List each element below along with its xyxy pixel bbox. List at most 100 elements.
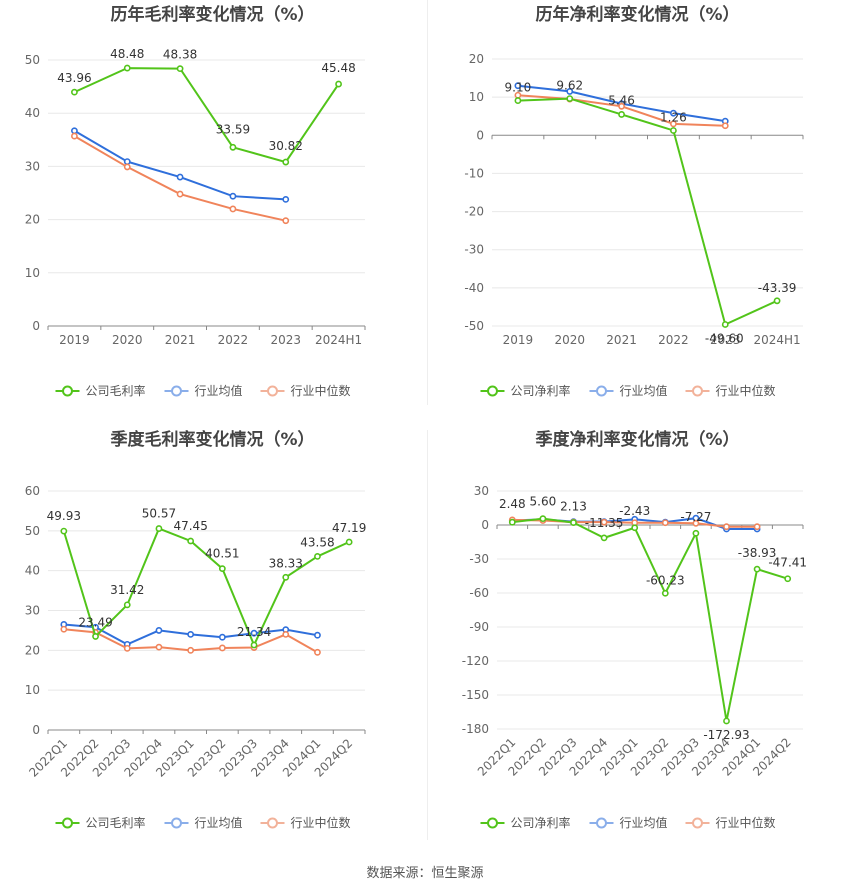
- y-tick-label: 20: [25, 213, 40, 227]
- legend-item-median: 行业中位数: [260, 383, 351, 398]
- data-point-company: [600, 534, 608, 542]
- data-label: 47.19: [332, 521, 366, 535]
- data-label: 2.13: [560, 500, 587, 514]
- data-label: 47.45: [173, 519, 207, 533]
- data-point-median: [123, 644, 131, 652]
- x-tick-label: 2023: [710, 333, 741, 347]
- y-tick-label: 40: [25, 106, 40, 120]
- data-label: -2.43: [619, 504, 650, 518]
- x-tick-label: 2020: [112, 333, 143, 347]
- x-tick-label: 2023: [270, 333, 301, 347]
- y-tick-label: -180: [462, 722, 489, 736]
- y-tick-label: 0: [481, 518, 489, 532]
- data-point-median: [71, 132, 78, 140]
- legend-item-avg: 行业均值: [589, 815, 668, 830]
- data-point-company: [155, 525, 163, 532]
- legend-marker-icon: [487, 817, 498, 829]
- legend-label: 行业中位数: [291, 815, 351, 830]
- data-point-company: [345, 538, 353, 546]
- legend-item-company: 公司毛利率: [55, 815, 146, 830]
- data-label: 43.58: [300, 535, 334, 549]
- x-tick-label: 2024H1: [753, 333, 800, 347]
- data-label: 48.48: [110, 47, 144, 61]
- y-tick-label: -30: [469, 552, 489, 566]
- data-label: -43.39: [758, 281, 797, 295]
- legend-marker-icon: [487, 385, 498, 397]
- data-point-company: [773, 297, 781, 305]
- series-line-company: [517, 97, 778, 326]
- data-label: 9.10: [505, 81, 532, 95]
- y-tick-label: 50: [25, 524, 40, 538]
- y-tick-label: -120: [462, 654, 489, 668]
- y-tick-label: -40: [464, 281, 484, 295]
- legend-label: 公司净利率: [511, 383, 571, 398]
- data-label: 5.46: [608, 93, 635, 107]
- x-tick-label: 2024H1: [315, 333, 362, 347]
- data-label: -7.27: [680, 510, 711, 524]
- y-tick-label: 10: [25, 266, 40, 280]
- data-label: -47.41: [768, 556, 807, 570]
- data-label: -172.93: [703, 728, 749, 742]
- data-label: 49.93: [47, 509, 81, 523]
- annual-gross-margin-chart: 历年毛利率变化情况（%） 0 10 20 30 40 50 2019 2020 2021 2022 2…: [25, 4, 366, 398]
- data-label: -38.93: [738, 546, 777, 560]
- x-tick-label: 2021: [165, 333, 196, 347]
- legend-item-median: 行业中位数: [685, 383, 776, 398]
- legend-marker-icon: [692, 817, 703, 829]
- data-label: 23.49: [78, 615, 112, 629]
- y-tick-label: -60: [469, 586, 489, 600]
- legend-label: 行业中位数: [291, 383, 351, 398]
- series-line-company: [512, 517, 788, 722]
- divider: [427, 430, 428, 840]
- data-point-avg: [218, 633, 226, 641]
- legend-item-company: 公司净利率: [480, 383, 571, 398]
- data-point-company: [123, 601, 131, 609]
- data-label: 50.57: [142, 507, 176, 521]
- data-point-company: [335, 80, 342, 88]
- data-label: -60.23: [646, 573, 685, 587]
- data-label: 30.82: [269, 139, 303, 153]
- chart-title: 季度毛利率变化情况（%）: [110, 429, 314, 450]
- y-tick-label: 0: [32, 319, 40, 333]
- data-point-company: [282, 158, 290, 166]
- data-point-company: [60, 527, 68, 535]
- data-label: 5.60: [530, 495, 557, 509]
- series-line-avg: [73, 129, 286, 201]
- data-point-median: [187, 646, 195, 654]
- data-label: 1.26: [660, 110, 687, 124]
- data-point-avg: [229, 192, 237, 200]
- annual-net-margin-chart: 历年净利率变化情况（%） -50 -40 -30 -20 -10 0 10 20 2019 2020…: [464, 4, 804, 398]
- data-label: 33.59: [216, 122, 250, 136]
- y-tick-label: 20: [25, 643, 40, 657]
- data-label: 43.96: [57, 71, 91, 85]
- legend-item-company: 公司毛利率: [55, 383, 146, 398]
- legend-label: 行业均值: [620, 815, 668, 830]
- data-point-median: [155, 643, 163, 651]
- legend-marker-icon: [267, 817, 278, 829]
- data-point-company: [123, 64, 131, 72]
- data-point-avg: [670, 109, 677, 117]
- legend-item-median: 行业中位数: [685, 815, 776, 830]
- x-tick-label: 2022: [218, 333, 249, 347]
- data-point-avg: [250, 629, 258, 637]
- y-tick-label: 60: [25, 484, 40, 498]
- legend-marker-icon: [596, 817, 607, 829]
- legend-label: 行业均值: [195, 815, 243, 830]
- y-tick-label: 50: [25, 53, 40, 67]
- quarterly-gross-margin-chart: 季度毛利率变化情况（%）01020304050602022Q12022Q2202…: [25, 429, 367, 830]
- data-point-median: [229, 205, 237, 213]
- legend-item-avg: 行业均值: [164, 383, 243, 398]
- y-tick-label: -50: [464, 319, 484, 333]
- x-tick-label: 2019: [503, 333, 534, 347]
- data-point-avg: [155, 627, 163, 634]
- y-tick-label: 40: [25, 564, 40, 578]
- data-point-company: [570, 519, 577, 526]
- data-label: -49.60: [705, 331, 744, 345]
- y-tick-label: 20: [469, 52, 484, 66]
- legend-marker-icon: [596, 385, 607, 397]
- data-point-company: [784, 575, 792, 583]
- data-label: -11.35: [585, 516, 624, 530]
- legend-label: 公司毛利率: [86, 815, 146, 830]
- data-point-company: [71, 88, 78, 96]
- data-point-avg: [123, 158, 131, 166]
